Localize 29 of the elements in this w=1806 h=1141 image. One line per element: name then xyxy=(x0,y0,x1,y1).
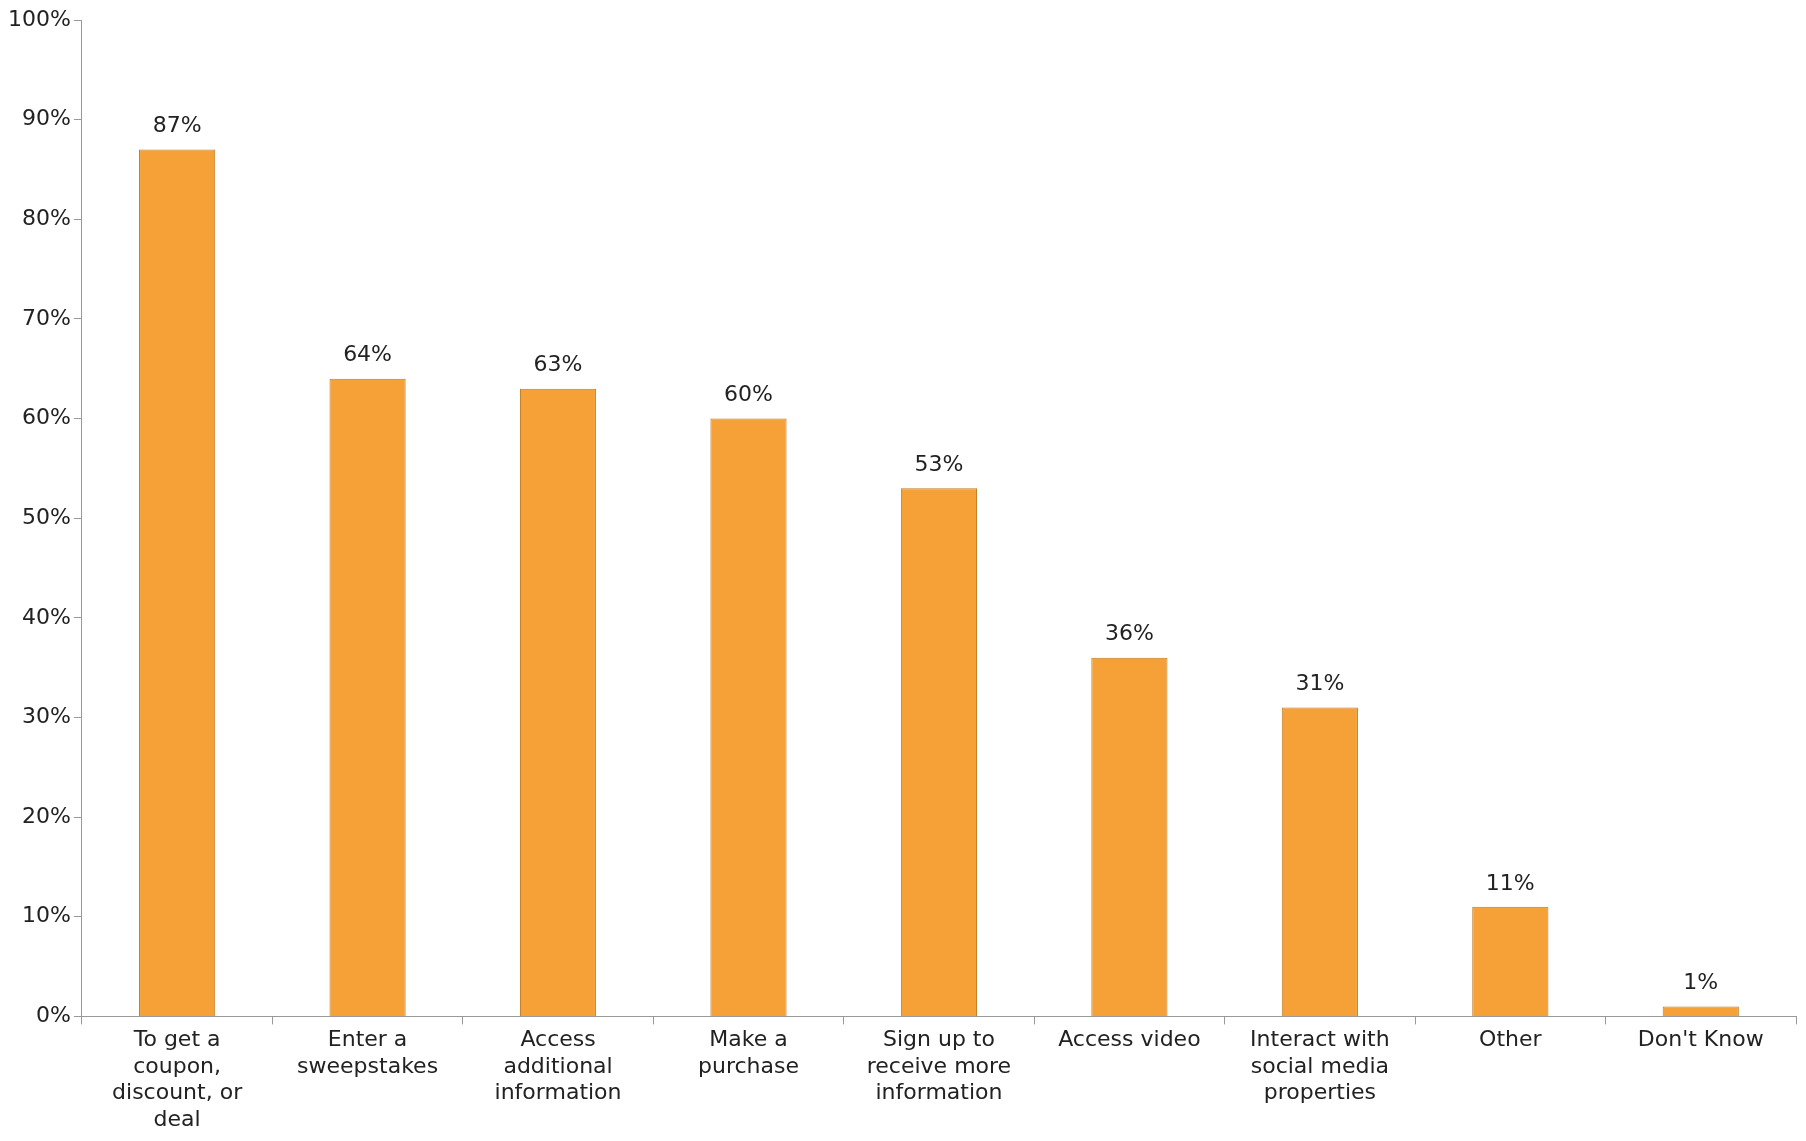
x-tick-label: Other xyxy=(1479,1026,1543,1052)
x-tick-label: Make a purchase xyxy=(697,1026,799,1078)
data-label: 87% xyxy=(152,112,202,138)
y-tick-label: 30% xyxy=(21,703,71,729)
data-label: 36% xyxy=(1104,620,1154,646)
y-tick-label: 80% xyxy=(21,205,71,230)
y-tick-label: 100% xyxy=(7,5,71,31)
y-tick-label: 50% xyxy=(21,503,71,529)
x-tick-label: Enter a sweepstakes xyxy=(297,1026,439,1078)
y-tick-label: 10% xyxy=(21,902,71,928)
y-tick-label: 70% xyxy=(21,304,71,330)
x-tick-label: Sign up to receive more information xyxy=(866,1026,1012,1105)
x-tick-label: Don't Know xyxy=(1637,1026,1764,1052)
x-tick-label: Interact with social media properties xyxy=(1250,1026,1390,1105)
x-tick-label: Access additional information xyxy=(494,1026,622,1105)
y-tick-label: 60% xyxy=(21,404,71,430)
y-tick-label: 40% xyxy=(21,603,71,629)
data-label: 60% xyxy=(724,381,773,407)
y-tick-label: 20% xyxy=(21,802,71,828)
y-tick-label: 0% xyxy=(35,1002,71,1028)
data-label: 11% xyxy=(1485,869,1535,895)
x-tick-label: To get a coupon, discount, or deal xyxy=(112,1026,244,1131)
data-label: 31% xyxy=(1295,670,1345,696)
data-label: 53% xyxy=(914,451,964,477)
data-label: 64% xyxy=(343,341,393,367)
x-tick-label: Access video xyxy=(1058,1026,1201,1052)
data-label: 63% xyxy=(533,351,583,377)
data-label: 1% xyxy=(1683,969,1719,995)
y-tick-label: 90% xyxy=(21,105,71,131)
